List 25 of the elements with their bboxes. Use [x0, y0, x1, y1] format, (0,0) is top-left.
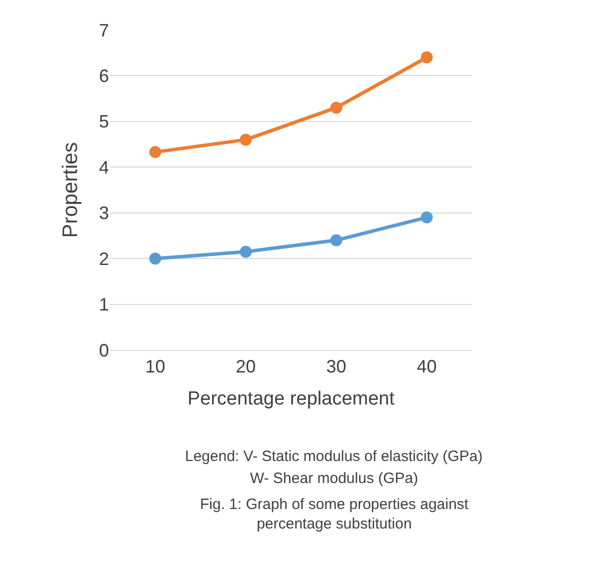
- y-axis-title: Properties: [59, 142, 82, 238]
- y-tick-label: 1: [98, 294, 109, 315]
- point: [149, 146, 162, 158]
- point: [330, 234, 342, 246]
- y-tick-label: 2: [98, 248, 109, 269]
- point: [330, 102, 342, 114]
- text: W- Shear modulus (GPa): [250, 470, 418, 487]
- point: [240, 246, 252, 258]
- point: [240, 134, 252, 146]
- x-tick-label: 20: [236, 356, 256, 377]
- y-tick-label: 3: [98, 203, 109, 224]
- caption: Fig. 1: Graph of some properties against percentage substitution: [200, 496, 470, 532]
- y-tick-label: 0: [98, 340, 109, 360]
- x-tick-label: 30: [326, 356, 346, 377]
- point: [420, 211, 433, 224]
- y-tick-label: 7: [98, 20, 109, 40]
- x-tick-label: 40: [416, 356, 437, 377]
- point: [149, 252, 162, 265]
- point: [420, 51, 433, 64]
- y-tick-label: 4: [98, 157, 109, 178]
- y-tick-label: 6: [98, 66, 109, 86]
- x-tick-label: 10: [145, 356, 166, 377]
- x-axis-title: Percentage replacement: [187, 388, 396, 410]
- y-tick-label: 5: [98, 112, 109, 132]
- text: Legend: V- Static modulus of elasticity (GPa): [185, 448, 483, 465]
